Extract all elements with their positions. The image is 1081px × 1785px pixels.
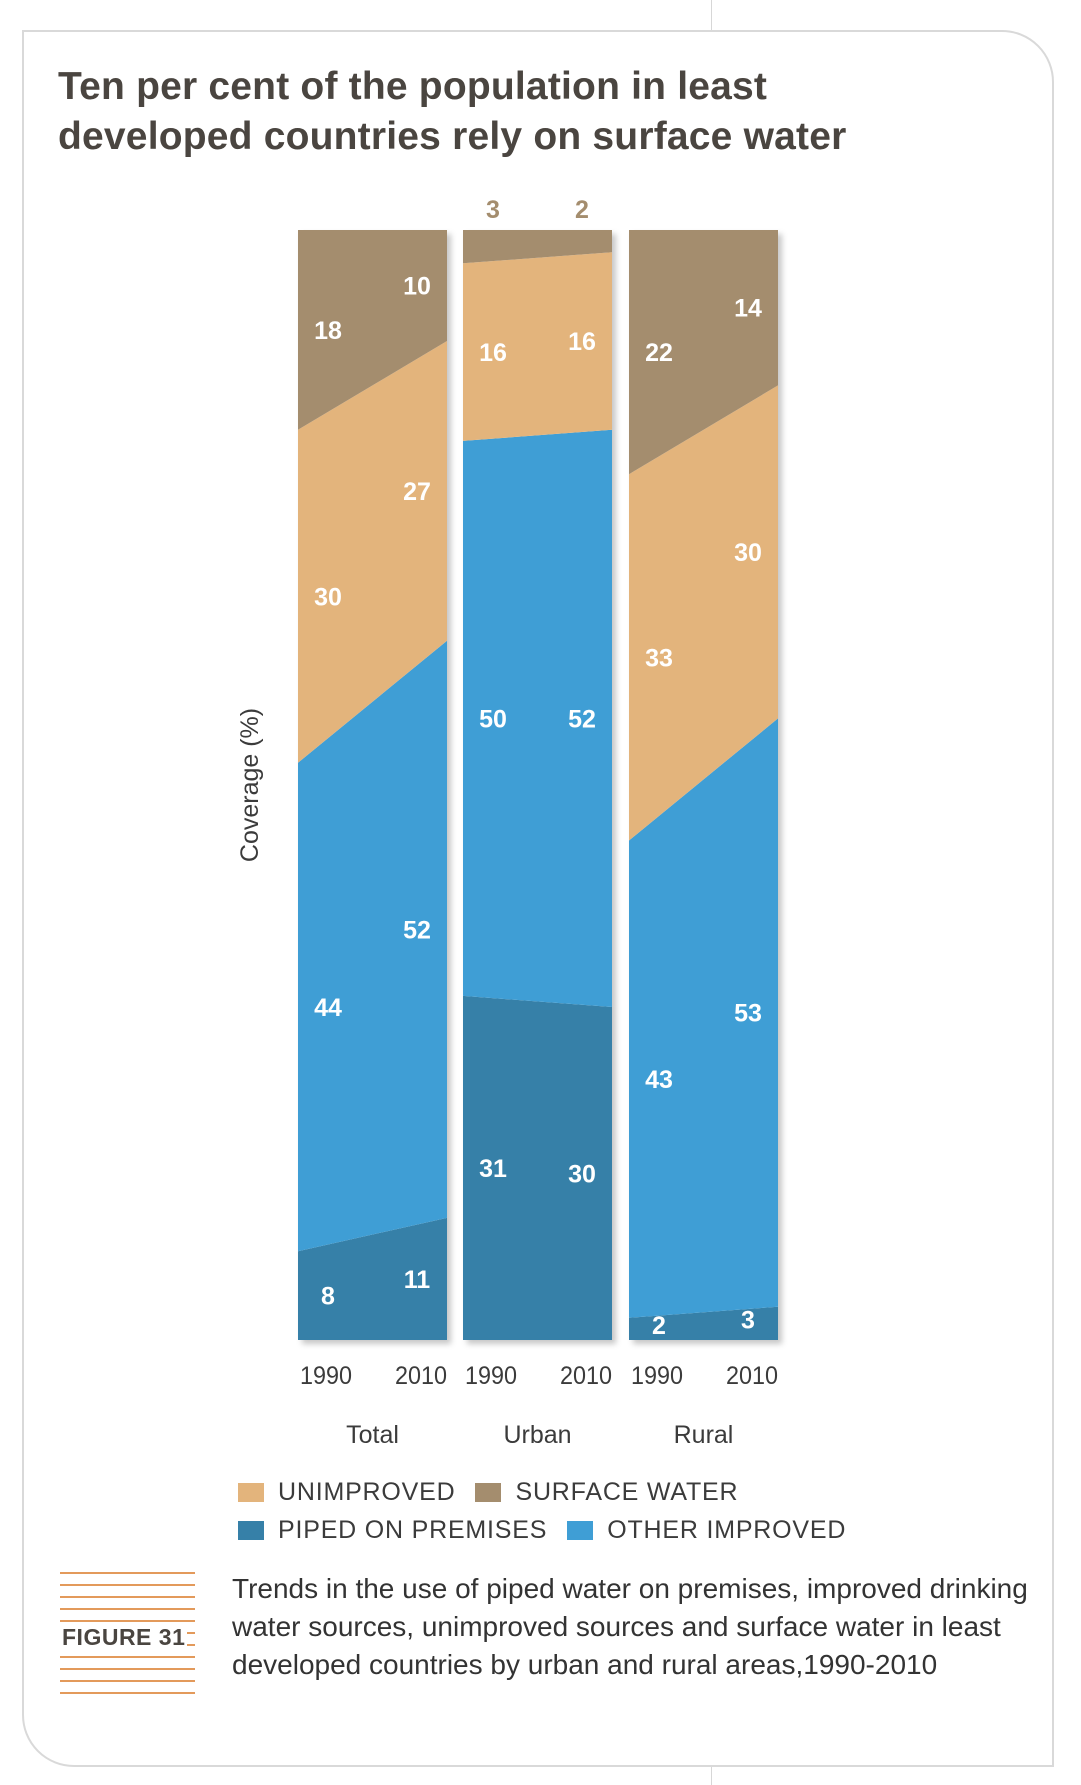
- x-tick-rural-2010: 2010: [726, 1362, 778, 1390]
- legend-label-other-improved: OTHER IMPROVED: [607, 1515, 847, 1544]
- x-tick-urban-1990: 1990: [465, 1362, 517, 1390]
- figure-stripe: [60, 1572, 195, 1574]
- figure-stripe: [60, 1668, 195, 1670]
- value-label-total-2010-surface: 10: [403, 273, 431, 301]
- group-label-urban: Urban: [503, 1421, 571, 1449]
- legend-item-other-improved: OTHER IMPROVED: [567, 1516, 846, 1545]
- band-rural-piped: [629, 1306, 778, 1340]
- value-label-total-2010-piped: 11: [404, 1266, 431, 1294]
- legend-swatch-unimproved: [238, 1482, 264, 1502]
- legend-label-unimproved: UNIMPROVED: [278, 1477, 456, 1506]
- band-urban-surface: [463, 230, 612, 264]
- band-total-other-improved: [298, 640, 447, 1252]
- y-axis-label: Coverage (%): [236, 708, 264, 862]
- page-divider-line-bottom: [711, 1767, 712, 1785]
- value-label-urban-2010-unimproved: 16: [568, 328, 596, 356]
- value-label-rural-2010-piped: 3: [741, 1306, 755, 1334]
- legend-swatch-surface-water: [475, 1482, 502, 1502]
- figure-stripe: [60, 1584, 195, 1586]
- x-tick-urban-2010: 2010: [560, 1362, 612, 1390]
- band-urban-piped: [463, 995, 612, 1340]
- value-label-total-1990-unimproved: 30: [314, 583, 342, 611]
- value-label-urban-1990-piped: 31: [479, 1155, 507, 1183]
- x-tick-total-1990: 1990: [300, 1362, 352, 1390]
- figure-stripe: [60, 1656, 195, 1658]
- value-label-total-1990-other-improved: 44: [314, 994, 342, 1022]
- x-tick-rural-1990: 1990: [631, 1362, 683, 1390]
- band-rural-unimproved: [629, 385, 778, 841]
- band-rural-other-improved: [629, 718, 778, 1318]
- x-tick-total-2010: 2010: [395, 1362, 447, 1390]
- value-label-urban-1990-surface: 3: [486, 196, 500, 224]
- value-label-urban-1990-other-improved: 50: [479, 705, 507, 733]
- figure-number-label: FIGURE 31: [60, 1624, 188, 1651]
- value-label-rural-1990-unimproved: 33: [645, 644, 673, 672]
- figure-label-block: FIGURE 31: [60, 1572, 195, 1695]
- value-label-rural-1990-other-improved: 43: [645, 1066, 673, 1094]
- value-label-total-2010-unimproved: 27: [403, 478, 431, 506]
- legend-swatch-piped: [238, 1520, 264, 1540]
- value-label-urban-2010-surface: 2: [575, 196, 589, 224]
- band-total-piped: [298, 1217, 447, 1340]
- legend-item-surface-water: SURFACE WATER: [475, 1478, 738, 1507]
- page-divider-line-top: [711, 0, 712, 30]
- group-label-rural: Rural: [674, 1421, 734, 1449]
- legend-label-surface-water: SURFACE WATER: [515, 1477, 739, 1506]
- legend-label-piped: PIPED ON PREMISES: [278, 1515, 548, 1544]
- legend-item-unimproved: UNIMPROVED: [238, 1478, 455, 1507]
- band-total-surface: [298, 230, 447, 430]
- value-label-rural-2010-unimproved: 30: [734, 539, 762, 567]
- figure-stripe: [60, 1620, 195, 1622]
- group-label-total: Total: [346, 1421, 399, 1449]
- band-rural-surface: [629, 230, 778, 475]
- value-label-urban-2010-other-improved: 52: [568, 705, 596, 733]
- value-label-total-1990-piped: 8: [321, 1283, 335, 1311]
- band-urban-unimproved: [463, 252, 612, 441]
- figure-stripe: [60, 1692, 195, 1694]
- band-urban-other-improved: [463, 429, 612, 1007]
- figure-stripe: [60, 1596, 195, 1598]
- legend-item-piped: PIPED ON PREMISES: [238, 1516, 547, 1545]
- chart-axis-labels: 1990 2010 Total 1990 2010 Urban 1990 2010 Rural C…: [236, 708, 778, 1449]
- value-label-rural-2010-other-improved: 53: [734, 1000, 762, 1028]
- band-total-unimproved: [298, 341, 447, 763]
- value-label-rural-1990-piped: 2: [652, 1312, 666, 1340]
- value-label-total-2010-other-improved: 52: [403, 916, 431, 944]
- chart-bars: [298, 230, 778, 1340]
- chart-title: Ten per cent of the population in least …: [58, 65, 847, 158]
- value-label-rural-1990-surface: 22: [645, 339, 673, 367]
- figure-stripe: [60, 1680, 195, 1682]
- value-label-urban-2010-piped: 30: [568, 1161, 596, 1189]
- legend-swatch-other-improved: [567, 1520, 594, 1540]
- value-label-total-1990-surface: 18: [314, 317, 342, 345]
- legend-row-2: PIPED ON PREMISES OTHER IMPROVED: [238, 1511, 866, 1549]
- legend-row-1: UNIMPROVED SURFACE WATER: [238, 1473, 866, 1511]
- figure-caption: Trends in the use of piped water on prem…: [232, 1573, 1028, 1680]
- value-label-rural-2010-surface: 14: [734, 295, 762, 323]
- value-label-urban-1990-unimproved: 16: [479, 339, 507, 367]
- figure-stripe: [60, 1608, 195, 1610]
- chart-legend: UNIMPROVED SURFACE WATER PIPED ON PREMIS…: [238, 1473, 866, 1549]
